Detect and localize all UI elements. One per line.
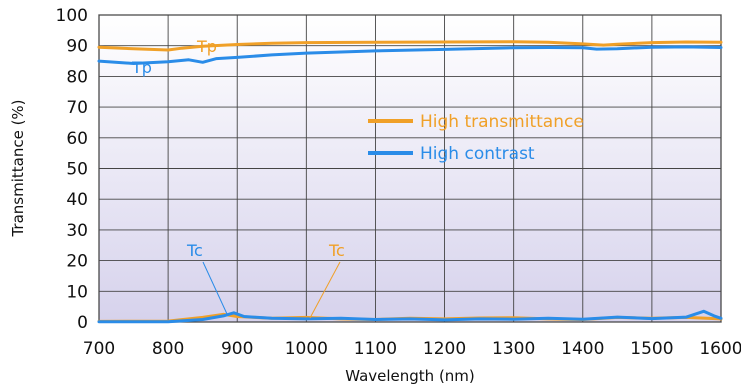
y-tick-label-5: 50 [66,160,88,180]
x-axis-label: Wavelength (nm) [345,367,475,385]
legend-label-high-contrast: High contrast [420,144,535,164]
series-line-1-tc [97,309,723,324]
legend-label-high-transmittance: High transmittance [420,112,584,132]
series-line-1-tp [97,45,723,65]
series-lines [97,40,723,324]
annotation-tp-orange: Tp [196,37,217,56]
x-tick-labels: 700 800 900 1000 1100 1200 1300 1400 1500 1600 [83,339,741,359]
x-tick-label-3: 1000 [285,339,328,359]
y-tick-label-8: 80 [66,67,88,87]
gridlines [98,14,722,323]
y-tick-label-4: 40 [66,190,88,210]
x-tick-label-1: 800 [152,339,184,359]
legend: High transmittance High contrast [368,112,584,164]
y-tick-label-9: 90 [66,37,88,57]
y-tick-label-6: 60 [66,129,88,149]
x-tick-label-0: 700 [83,339,115,359]
annotations: Tp Tp Tc Tc [131,37,345,319]
y-tick-label-1: 10 [66,282,88,302]
x-tick-label-6: 1300 [492,339,535,359]
x-tick-label-7: 1400 [561,339,604,359]
x-tick-label-8: 1500 [630,339,673,359]
y-tick-label-2: 20 [66,252,88,272]
annotation-leader-tc-blue [202,261,228,315]
y-tick-label-3: 30 [66,221,88,241]
y-tick-label-7: 70 [66,98,88,118]
x-tick-label-4: 1100 [354,339,397,359]
annotation-tc-blue: Tc [186,241,203,260]
y-tick-labels: 0 10 20 30 40 50 60 70 80 90 100 [56,6,88,333]
series-line-0-tp [97,40,723,52]
annotation-tp-blue: Tp [131,58,152,77]
x-tick-label-5: 1200 [423,339,466,359]
annotation-leader-tc-orange [309,261,341,319]
y-tick-label-10: 100 [56,6,88,26]
y-tick-label-0: 0 [77,313,88,333]
x-tick-label-2: 900 [221,339,253,359]
annotation-tc-orange: Tc [328,241,345,260]
y-axis-label: Transmittance (%) [9,99,27,237]
x-tick-label-9: 1600 [699,339,741,359]
